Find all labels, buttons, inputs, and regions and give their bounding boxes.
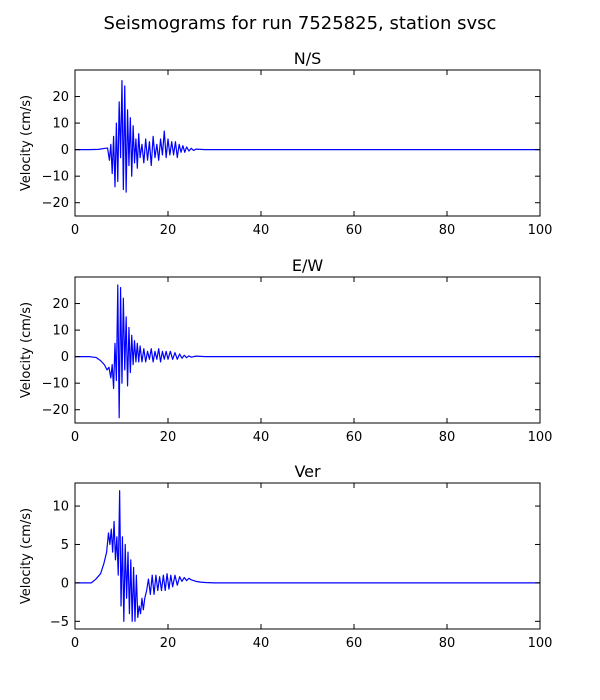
x-tick-label: 60 xyxy=(346,430,363,445)
x-tick-label: 100 xyxy=(528,430,553,445)
x-tick-label: 20 xyxy=(160,223,177,238)
y-tick-label: 0 xyxy=(61,576,69,591)
x-tick-label: 60 xyxy=(346,636,363,651)
y-tick-label: −20 xyxy=(42,196,69,211)
x-tick-label: 0 xyxy=(71,223,79,238)
y-tick-label: −10 xyxy=(42,377,69,392)
y-tick-label: 0 xyxy=(61,143,69,158)
subplot-title: E/W xyxy=(292,256,324,275)
x-tick-label: 100 xyxy=(528,636,553,651)
series-line-0 xyxy=(75,490,540,622)
chart-panel-0: N/S 0 20 40 60 80 100 −20 −10 0 10 20 Velocity (cm/s… xyxy=(19,49,552,238)
y-axis-label: Velocity (cm/s) xyxy=(19,508,34,604)
y-tick-label: 10 xyxy=(52,117,69,132)
figure-title: Seismograms for run 7525825, station svs… xyxy=(104,13,497,34)
plot-frame xyxy=(74,69,541,217)
x-tick-label: 0 xyxy=(71,636,79,651)
x-tick-label: 80 xyxy=(439,430,456,445)
series-line-0 xyxy=(75,80,540,193)
plot-frame xyxy=(74,482,541,630)
y-tick-label: 0 xyxy=(61,350,69,365)
y-axis-label: Velocity (cm/s) xyxy=(19,302,34,398)
x-tick-label: 80 xyxy=(439,636,456,651)
x-tick-label: 80 xyxy=(439,223,456,238)
subplot-title: Ver xyxy=(294,462,321,481)
x-tick-label: 20 xyxy=(160,430,177,445)
x-tick-label: 100 xyxy=(528,223,553,238)
y-tick-label: −5 xyxy=(50,615,69,630)
y-axis-label: Velocity (cm/s) xyxy=(19,95,34,191)
x-tick-label: 20 xyxy=(160,636,177,651)
y-tick-label: 20 xyxy=(52,90,69,105)
series-line-0 xyxy=(75,284,540,419)
x-tick-label: 40 xyxy=(253,223,270,238)
y-tick-label: −20 xyxy=(42,403,69,418)
y-tick-label: 10 xyxy=(52,500,69,515)
y-tick-label: 10 xyxy=(52,324,69,339)
y-tick-label: 20 xyxy=(52,297,69,312)
y-tick-label: −10 xyxy=(42,170,69,185)
x-tick-label: 40 xyxy=(253,430,270,445)
subplot-title: N/S xyxy=(294,49,322,68)
y-tick-label: 5 xyxy=(61,538,69,553)
chart-panel-1: E/W 0 20 40 60 80 100 −20 −10 0 10 20 Velocity (cm/s… xyxy=(19,256,552,445)
x-tick-label: 60 xyxy=(346,223,363,238)
x-tick-label: 40 xyxy=(253,636,270,651)
x-tick-label: 0 xyxy=(71,430,79,445)
plot-frame xyxy=(74,276,541,424)
